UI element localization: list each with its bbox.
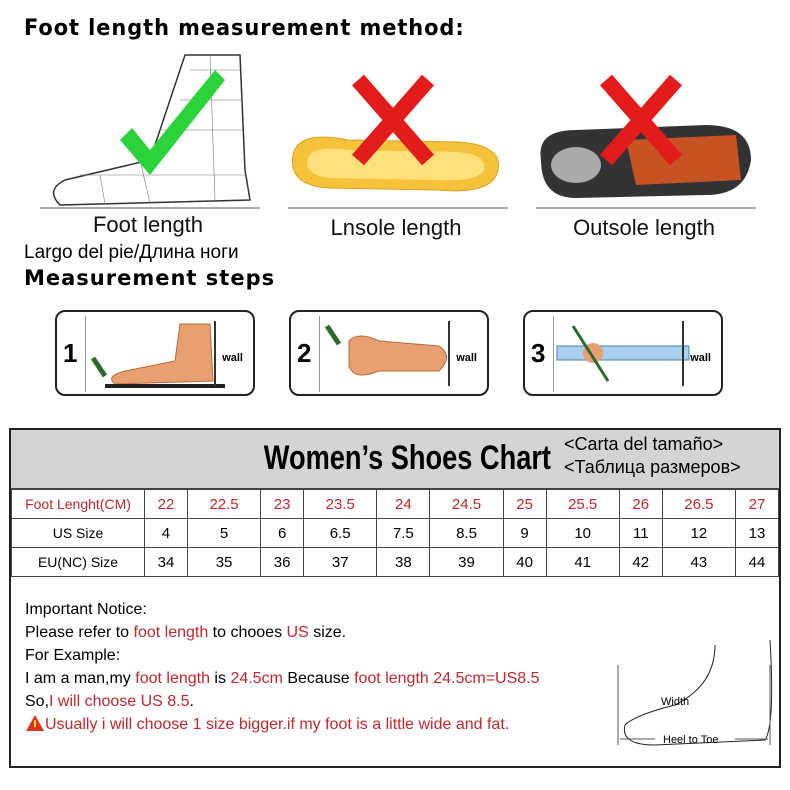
table-cell: 24 xyxy=(376,489,431,519)
table-cell: 5 xyxy=(186,518,262,548)
chart-title: Women’s Shoes Chart xyxy=(263,439,551,477)
size-chart: Women’s Shoes Chart <Carta del tamaño> <… xyxy=(9,428,781,768)
table-cell: 34 xyxy=(144,547,188,577)
table-cell: 38 xyxy=(376,547,431,577)
table-cell: 22 xyxy=(144,489,188,519)
notice-line: I am a man,my foot length is 24.5cm Beca… xyxy=(25,670,540,687)
foot-length-translation: Largo del pie/Длина ноги xyxy=(24,242,239,263)
heel-to-toe-label: Heel to Toe xyxy=(663,734,718,746)
table-cell: 44 xyxy=(734,547,780,577)
table-cell: 41 xyxy=(545,547,620,577)
table-row: Foot Lenght(CM) 22 22.5 23 23.5 24 24.5 25 25.5 2… xyxy=(11,489,780,519)
table-cell: 25 xyxy=(502,489,547,519)
row-label: EU(NC) Size xyxy=(11,547,145,577)
table-cell: 23 xyxy=(260,489,305,519)
notice-title: Important Notice: xyxy=(25,601,147,618)
check-icon xyxy=(120,70,225,175)
table-cell: 9 xyxy=(502,518,547,548)
table-cell: 12 xyxy=(661,518,736,548)
foot-width-diagram: Width Heel to Toe xyxy=(617,639,773,746)
table-cell: 39 xyxy=(429,547,504,577)
chart-title-row: Women’s Shoes Chart <Carta del tamaño> <… xyxy=(11,430,779,489)
method-label: Lnsole length xyxy=(330,215,462,240)
table-cell: 23.5 xyxy=(303,489,378,519)
table-row: US Size 4 5 6 6.5 7.5 8.5 9 10 11 12 13 xyxy=(11,518,780,548)
wall-label: wall xyxy=(690,352,711,364)
size-table: Foot Lenght(CM) 22 22.5 23 23.5 24 24.5 25 25.5 2… xyxy=(11,489,780,577)
table-cell: 43 xyxy=(661,547,736,577)
notice-line: For Example: xyxy=(25,647,121,664)
table-cell: 11 xyxy=(618,518,663,548)
table-cell: 26 xyxy=(618,489,663,519)
table-cell: 36 xyxy=(260,547,305,577)
warning-icon xyxy=(26,715,44,731)
table-cell: 6 xyxy=(260,518,305,548)
steps-title: Measurement steps xyxy=(24,266,276,290)
chart-title-es: <Carta del tamaño> xyxy=(564,434,724,454)
step-number: 3 xyxy=(531,338,546,368)
table-cell: 40 xyxy=(502,547,547,577)
step-number: 1 xyxy=(63,338,78,368)
row-label: Foot Lenght(CM) xyxy=(11,489,145,519)
table-row: EU(NC) Size 34 35 36 37 38 39 40 41 42 43 44 xyxy=(11,547,780,577)
ruler-icon xyxy=(553,316,690,392)
step-1: 1 wall xyxy=(55,310,255,396)
table-cell: 26.5 xyxy=(661,489,736,519)
chart-title-ru: <Таблица размеров> xyxy=(564,457,741,477)
step-2: 2 wall xyxy=(289,310,489,396)
table-cell: 4 xyxy=(144,518,188,548)
table-cell: 27 xyxy=(734,489,780,519)
table-cell: 25.5 xyxy=(545,489,620,519)
foot-side-icon xyxy=(85,316,225,392)
insole-illustration xyxy=(288,74,508,209)
notice-line: So,I will choose US 8.5. xyxy=(25,693,194,710)
wall-label: wall xyxy=(222,352,243,364)
method-label: Foot length xyxy=(92,212,204,237)
method-label: Outsole length xyxy=(573,215,715,240)
table-cell: 24.5 xyxy=(429,489,504,519)
page-title: Foot length measurement method: xyxy=(24,16,465,41)
table-cell: 7.5 xyxy=(376,518,431,548)
notice-line: Please refer to foot length to chooes US… xyxy=(25,624,347,641)
cross-icon xyxy=(599,74,683,166)
notice-warning: Usually i will choose 1 size bigger.if m… xyxy=(25,713,540,736)
table-cell: 42 xyxy=(618,547,663,577)
chart-title-translations: <Carta del tamaño> <Таблица размеров> xyxy=(564,433,741,479)
table-cell: 6.5 xyxy=(303,518,378,548)
wall-label: wall xyxy=(456,352,477,364)
table-cell: 35 xyxy=(186,547,262,577)
cross-icon xyxy=(351,74,435,166)
row-label: US Size xyxy=(11,518,145,548)
table-cell: 22.5 xyxy=(186,489,262,519)
table-cell: 10 xyxy=(545,518,620,548)
table-cell: 8.5 xyxy=(429,518,504,548)
foot-top-icon xyxy=(319,316,450,392)
table-cell: 37 xyxy=(303,547,378,577)
foot-illustration xyxy=(40,54,260,209)
step-number: 2 xyxy=(297,338,312,368)
outsole-illustration xyxy=(536,74,756,209)
step-3: 3 wall xyxy=(523,310,723,396)
table-cell: 13 xyxy=(734,518,780,548)
width-label: Width xyxy=(661,696,689,708)
important-notice: Important Notice: Please refer to foot l… xyxy=(25,598,540,736)
